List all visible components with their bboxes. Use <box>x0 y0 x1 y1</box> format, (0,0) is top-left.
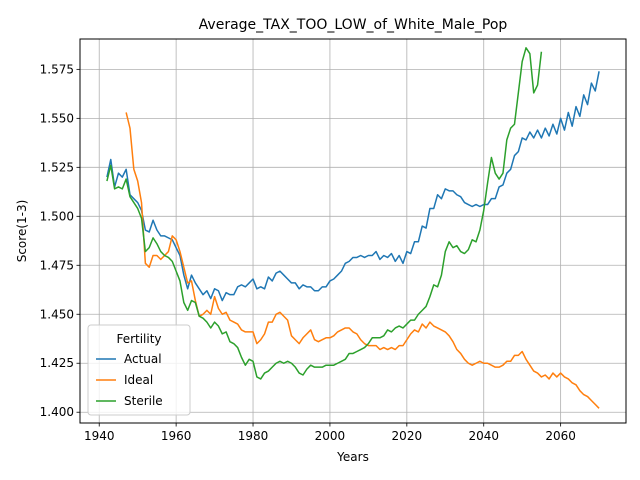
x-tick-label: 1940 <box>84 429 115 443</box>
y-tick-label: 1.500 <box>40 209 74 223</box>
y-tick-label: 1.575 <box>40 62 74 76</box>
y-tick-label: 1.425 <box>40 356 74 370</box>
x-tick-label: 2000 <box>315 429 346 443</box>
series-line-actual <box>106 71 600 302</box>
y-tick-label: 1.400 <box>40 405 74 419</box>
x-tick-label: 1980 <box>238 429 269 443</box>
legend-title: Fertility <box>116 332 161 346</box>
y-tick-label: 1.450 <box>40 307 74 321</box>
axis-ticks: 1940 1960 1980 2000 2020 2040 2060 1.400 1.425 1.… <box>40 62 576 443</box>
y-tick-label: 1.475 <box>40 258 74 272</box>
legend: Fertility Actual Ideal Sterile <box>87 324 191 416</box>
legend-items: Actual Ideal Sterile <box>96 352 163 408</box>
legend-label-sterile: Sterile <box>124 394 163 408</box>
x-axis-label: Years <box>336 450 369 464</box>
y-axis-label: Score(1-3) <box>15 200 29 263</box>
y-tick-label: 1.525 <box>40 160 74 174</box>
x-tick-label: 2060 <box>545 429 576 443</box>
x-tick-label: 2040 <box>468 429 499 443</box>
plot-frame <box>79 38 627 424</box>
legend-label-actual: Actual <box>124 352 162 366</box>
legend-label-ideal: Ideal <box>124 373 153 387</box>
chart-title: Average_TAX_TOO_LOW_of_White_Male_Pop <box>199 17 508 33</box>
y-tick-label: 1.550 <box>40 111 74 125</box>
series-line-sterile <box>106 47 543 380</box>
series-line-ideal <box>125 112 600 409</box>
x-tick-label: 2020 <box>392 429 423 443</box>
series-lines <box>106 47 600 409</box>
legend-box <box>87 324 191 416</box>
x-tick-label: 1960 <box>161 429 192 443</box>
